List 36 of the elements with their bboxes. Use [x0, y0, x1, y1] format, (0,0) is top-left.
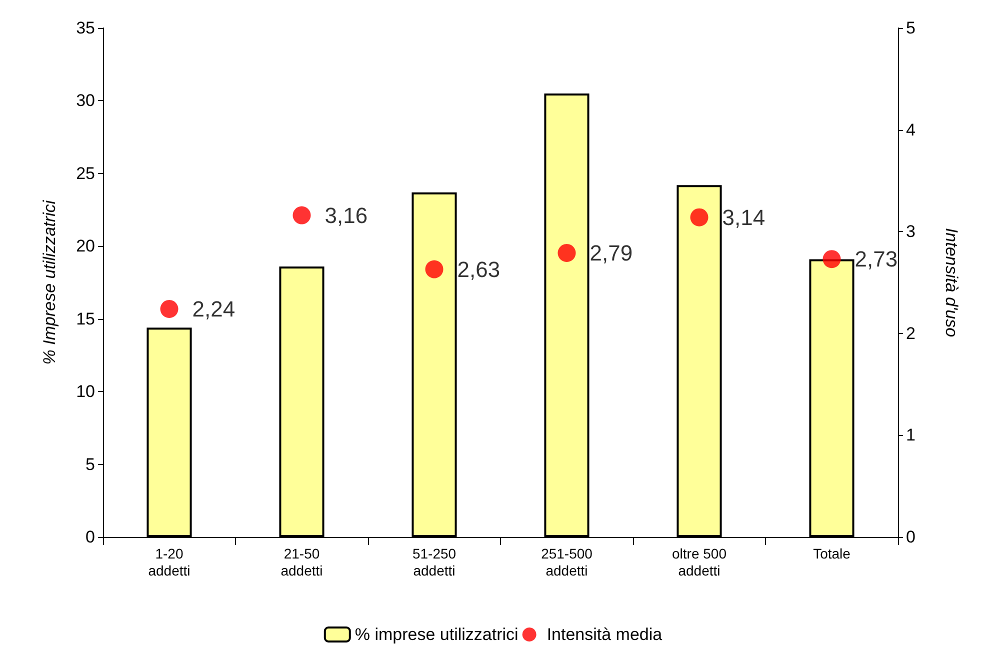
x-tick-label: 21-50 addetti [280, 546, 323, 578]
data-label: 2,24 [192, 296, 236, 322]
data-label: 2,63 [457, 256, 500, 282]
y2-axis-title: Intensità d'uso [942, 228, 961, 338]
y-tick-label: 35 [76, 18, 95, 38]
y-tick-label: 30 [76, 91, 95, 110]
x-tick-label: 1-20 addetti [148, 546, 190, 578]
data-label: 3,16 [324, 202, 368, 228]
x-tick-label: 51-250 addetti [412, 546, 456, 578]
point [822, 250, 841, 268]
point [292, 206, 311, 224]
y2-tick-label: 2 [906, 324, 916, 343]
y2-tick-label: 3 [906, 222, 916, 242]
x-tick-label: Totale [813, 546, 851, 562]
x-tick-label: 251-500 addetti [541, 546, 593, 578]
y-tick-label: 0 [86, 528, 95, 546]
y-tick-label: 10 [76, 382, 95, 402]
data-label: 2,73 [854, 246, 898, 272]
y2-tick-label: 5 [906, 18, 916, 38]
y2-tick-label: 1 [906, 426, 916, 445]
data-label: 2,79 [590, 240, 633, 266]
legend-label: Intensità media [546, 625, 663, 644]
point [160, 300, 178, 318]
point [558, 244, 576, 262]
y-tick-label: 5 [86, 454, 95, 474]
x-tick-label: oltre 500 addetti [672, 546, 727, 578]
point [690, 208, 708, 226]
data-label: 3,14 [722, 204, 766, 230]
y-tick-label: 15 [76, 309, 95, 328]
y-tick-label: 20 [76, 236, 95, 256]
y2-tick-label: 0 [906, 528, 916, 546]
y2-tick-label: 4 [906, 120, 916, 140]
point [425, 260, 444, 278]
y-axis-title: % Imprese utilizzatrici [40, 199, 59, 365]
legend-label: % imprese utilizzatrici [354, 625, 518, 644]
y-tick-label: 25 [76, 164, 95, 183]
